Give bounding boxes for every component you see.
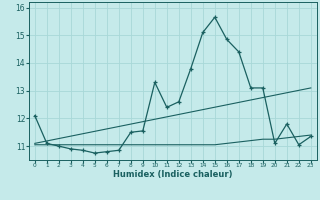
X-axis label: Humidex (Indice chaleur): Humidex (Indice chaleur): [113, 170, 233, 179]
